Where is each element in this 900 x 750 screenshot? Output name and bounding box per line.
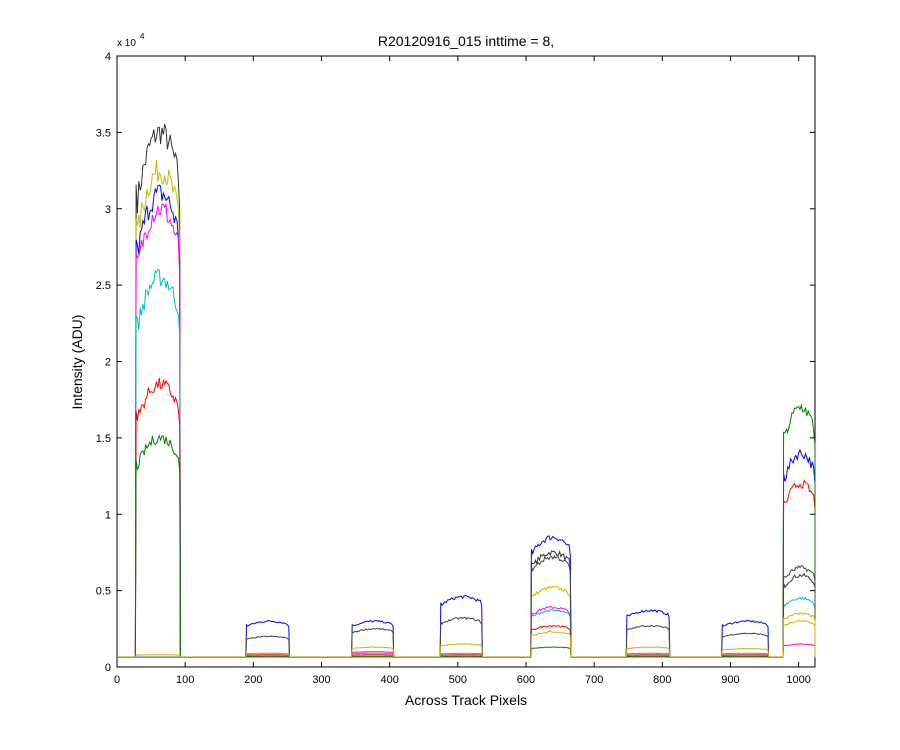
series-line-7 (117, 403, 816, 658)
series-line-6 (117, 377, 816, 658)
x-tick-label: 900 (721, 674, 739, 686)
series-layer (117, 123, 816, 658)
series-line-3 (117, 184, 816, 658)
y-multiplier-exponent: 4 (140, 32, 145, 41)
y-tick-label: 2.5 (96, 280, 111, 292)
x-tick-label: 400 (380, 674, 398, 686)
y-tick-label: 0.5 (96, 586, 111, 598)
x-tick-label: 700 (585, 674, 603, 686)
y-multiplier-base: x 10 (117, 38, 136, 49)
y-axis-label: Intensity (ADU) (69, 315, 85, 410)
x-tick-label: 500 (449, 674, 467, 686)
chart-title: R20120916_015 inttime = 8, (378, 33, 554, 49)
ticks-layer: 0 100 200 300 400 500 600 700 800 900 1000 0 0.5 1 1.5… (96, 51, 815, 686)
x-axis-label: Across Track Pixels (405, 692, 527, 708)
y-tick-label: 0 (105, 662, 111, 674)
x-tick-label: 0 (114, 674, 120, 686)
y-tick-label: 3 (105, 204, 111, 216)
x-tick-label: 300 (312, 674, 330, 686)
x-tick-label: 1000 (786, 674, 810, 686)
plot-area (116, 55, 816, 668)
y-tick-label: 4 (105, 51, 111, 63)
x-tick-label: 100 (176, 674, 194, 686)
y-tick-label: 1 (105, 509, 111, 521)
y-tick-label: 3.5 (96, 127, 111, 139)
series-line-8 (117, 554, 816, 658)
series-line-9 (117, 612, 816, 658)
x-tick-label: 800 (653, 674, 671, 686)
series-line-2 (117, 160, 816, 658)
x-tick-label: 200 (244, 674, 262, 686)
x-tick-label: 600 (517, 674, 535, 686)
y-tick-label: 2 (105, 357, 111, 369)
y-tick-label: 1.5 (96, 433, 111, 445)
